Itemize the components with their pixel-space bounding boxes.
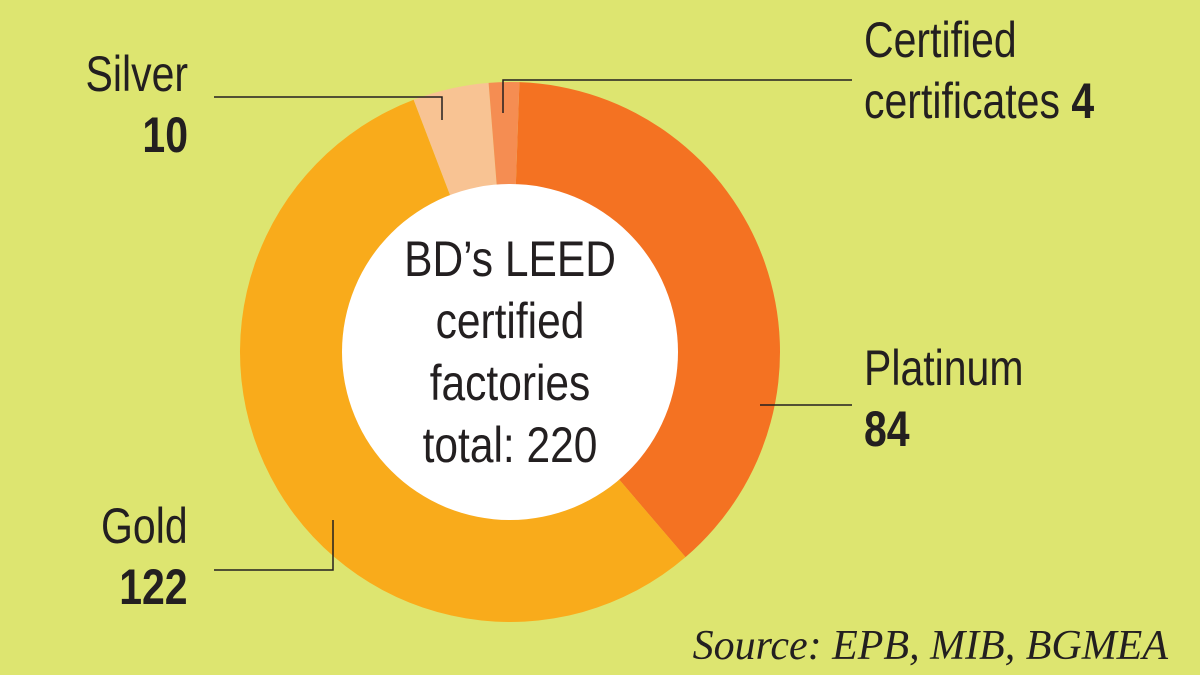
label-silver: Silver 10 [85,44,188,166]
title-line: certified [435,293,585,349]
label-value: 122 [119,559,188,615]
label-platinum: Platinum 84 [864,338,1024,460]
label-value: 84 [864,401,910,457]
label-name: Certified [864,12,1017,68]
label-gold: Gold 122 [101,496,188,618]
label-name: certificates [864,73,1060,129]
leader-line-certified [502,79,852,113]
label-value: 4 [1071,73,1095,129]
label-certified-certificates: Certified certificates 4 [864,10,1094,132]
title-line: BD’s LEED [404,231,616,287]
source-note: Source: EPB, MIB, BGMEA [692,623,1168,669]
label-name: Gold [101,498,188,554]
leader-line-silver [214,96,443,120]
leader-line-gold [214,520,334,571]
donut-hole [342,184,678,520]
label-value: 10 [142,107,188,163]
label-name: Silver [85,46,188,102]
chart-title: BD’s LEED certified factories total: 220 [391,228,629,476]
title-line: factories [429,355,591,411]
title-line: total: 220 [422,417,598,473]
label-name: Platinum [864,340,1024,396]
